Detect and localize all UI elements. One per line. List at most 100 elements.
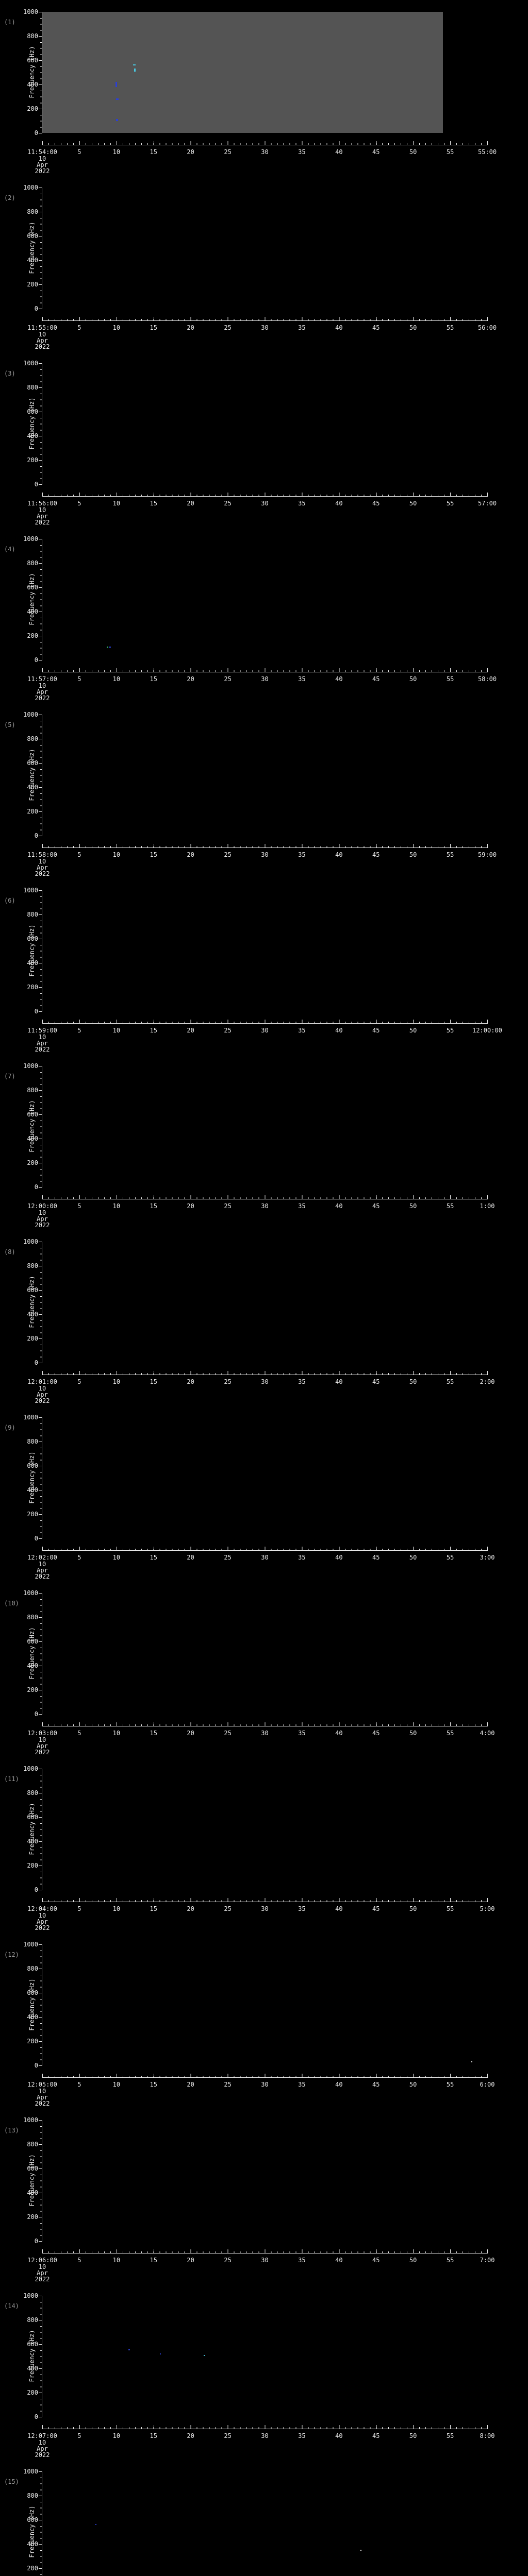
- y-tick-label: 800: [27, 1965, 38, 1972]
- y-axis-major-ticks: [39, 363, 42, 485]
- x-tick-label: 5: [77, 1202, 81, 1210]
- x-tick-label: 55: [446, 1554, 454, 1561]
- x-start-time-label: 11:55:00: [27, 324, 57, 331]
- x-tick-label: 50: [409, 675, 417, 683]
- date-line: 2022: [35, 1397, 50, 1404]
- x-axis-line: [42, 320, 488, 321]
- x-tick-label: 5: [77, 851, 81, 858]
- x-tick-label: 45: [372, 2257, 380, 2264]
- y-tick-label: 0: [34, 1535, 38, 1542]
- x-tick-label: 50: [409, 1730, 417, 1737]
- x-tick-label: 55: [446, 851, 454, 858]
- y-tick-label: 800: [27, 1438, 38, 1445]
- y-tick-label: 1000: [23, 360, 38, 367]
- x-tick-label: 30: [261, 500, 269, 507]
- x-end-time-label: 8:00: [480, 2432, 495, 2439]
- x-start-time-label: 12:07:00: [27, 2432, 57, 2439]
- x-tick-label: 10: [112, 1730, 121, 1737]
- date-line: 2022: [35, 1046, 50, 1053]
- date-line: 10: [38, 1033, 46, 1041]
- date-line: Apr: [37, 2269, 48, 2277]
- x-tick-label: 40: [335, 1730, 343, 1737]
- y-tick-label: 0: [34, 832, 38, 839]
- y-tick-label: 1000: [23, 887, 38, 894]
- x-start-time-label: 12:01:00: [27, 1378, 57, 1385]
- x-tick-label: 30: [261, 675, 269, 683]
- x-tick-label: 35: [298, 1378, 306, 1385]
- date-label: 10 Apr 2022: [21, 156, 63, 174]
- x-tick-label: 30: [261, 2257, 269, 2264]
- x-tick-label: 55: [446, 1202, 454, 1210]
- x-tick-label: 50: [409, 851, 417, 858]
- y-tick-label: 600: [27, 2516, 38, 2523]
- x-tick-label: 55: [446, 2081, 454, 2088]
- x-tick-label: 35: [298, 1554, 306, 1561]
- spectrogram-image: [42, 12, 443, 133]
- y-tick-label: 600: [27, 2165, 38, 2172]
- x-tick-label: 40: [335, 675, 343, 683]
- date-line: 2022: [35, 2451, 50, 2459]
- x-tick-label: 35: [298, 324, 306, 331]
- x-tick-label: 10: [112, 1378, 121, 1385]
- signal-speck: [108, 647, 111, 648]
- date-line: Apr: [37, 1742, 48, 1750]
- date-line: Apr: [37, 1215, 48, 1223]
- y-tick-label: 400: [27, 257, 38, 264]
- x-tick-label: 25: [224, 1027, 232, 1034]
- y-axis-title: Frequency (Hz): [28, 1451, 36, 1504]
- y-tick-label: 400: [27, 81, 38, 88]
- x-start-time-label: 12:00:00: [27, 1202, 57, 1210]
- x-end-time-label: 12:00:00: [472, 1027, 502, 1034]
- y-axis-title: Frequency (Hz): [28, 2505, 36, 2558]
- x-tick-label: 20: [187, 324, 194, 331]
- spectrogram-panel: (6) Frequency (Hz) 1000 800 600 400 200 0 11:…: [0, 887, 528, 1066]
- y-axis-major-ticks: [39, 12, 42, 133]
- y-tick-label: 1000: [23, 1414, 38, 1421]
- y-tick-label: 0: [34, 1710, 38, 1718]
- x-axis-major-ticks: [42, 1722, 488, 1726]
- x-tick-label: 25: [224, 851, 232, 858]
- signal-speck: [471, 2061, 472, 2062]
- y-axis-title: Frequency (Hz): [28, 573, 36, 625]
- y-tick-label: 800: [27, 735, 38, 742]
- y-tick-label: 0: [34, 1886, 38, 1893]
- y-tick-label: 600: [27, 232, 38, 240]
- y-tick-label: 400: [27, 2189, 38, 2196]
- y-axis-major-ticks: [39, 539, 42, 660]
- date-label: 10 Apr 2022: [21, 2088, 63, 2107]
- y-axis-title: Frequency (Hz): [28, 1803, 36, 1855]
- y-tick-label: 800: [27, 1087, 38, 1094]
- x-tick-label: 15: [150, 2432, 157, 2439]
- plot-area: [42, 715, 487, 836]
- y-tick-label: 600: [27, 1286, 38, 1294]
- date-line: 2022: [35, 343, 50, 350]
- panel-index-label: (2): [4, 194, 15, 201]
- panel-index-label: (13): [4, 2127, 19, 2134]
- x-tick-label: 5: [77, 1730, 81, 1737]
- x-end-time-label: 3:00: [480, 1554, 495, 1561]
- x-end-time-label: 7:00: [480, 2257, 495, 2264]
- y-tick-label: 600: [27, 1462, 38, 1469]
- date-line: Apr: [37, 2445, 48, 2452]
- x-axis-minor-ticks: [42, 1373, 488, 1375]
- x-tick-label: 30: [261, 1027, 269, 1034]
- x-tick-label: 50: [409, 324, 417, 331]
- y-tick-label: 1000: [23, 1589, 38, 1597]
- x-tick-label: 35: [298, 851, 306, 858]
- x-end-time-label: 55:00: [477, 148, 497, 156]
- date-line: 10: [38, 1736, 46, 1743]
- x-tick-label: 45: [372, 500, 380, 507]
- y-tick-label: 600: [27, 759, 38, 767]
- x-tick-label: 15: [150, 1027, 157, 1034]
- y-tick-label: 200: [27, 1862, 38, 1869]
- panel-index-label: (3): [4, 370, 15, 377]
- y-tick-label: 800: [27, 1614, 38, 1621]
- x-tick-label: 35: [298, 1905, 306, 1912]
- y-tick-label: 600: [27, 2341, 38, 2348]
- x-tick-label: 20: [187, 1027, 194, 1034]
- x-tick-label: 5: [77, 500, 81, 507]
- x-tick-label: 40: [335, 1905, 343, 1912]
- x-tick-label: 30: [261, 2081, 269, 2088]
- y-tick-label: 0: [34, 1183, 38, 1191]
- x-tick-label: 20: [187, 1905, 194, 1912]
